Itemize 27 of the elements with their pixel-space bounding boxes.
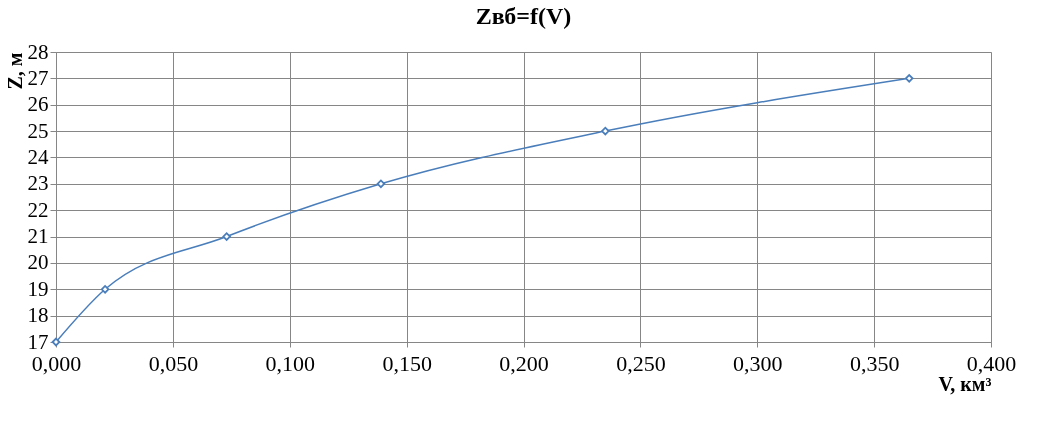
y-tick-label: 27: [27, 65, 49, 90]
point: [904, 74, 914, 83]
y-tick-label: 19: [27, 276, 49, 301]
x-tick-label: 0,200: [499, 350, 549, 376]
y-tick-label: 21: [27, 224, 49, 249]
y-tick-label: 25: [27, 118, 49, 143]
x-tick-label: 0,250: [616, 350, 666, 376]
x-tick-label: 0,350: [849, 350, 900, 376]
x-tick-label: 0,400: [966, 350, 1017, 376]
y-tick-label: 23: [27, 171, 49, 196]
y-tick-label: 22: [27, 197, 49, 222]
x-tick-label: 0,150: [382, 350, 432, 376]
chart-title: Zвб=f(V): [475, 3, 572, 29]
point: [601, 126, 610, 136]
y-axis-title: Z, м: [3, 52, 26, 90]
y-tick-label: 28: [27, 39, 49, 64]
y-tick-label: 18: [27, 303, 49, 328]
point: [51, 337, 61, 347]
y-tick-label: 26: [27, 92, 49, 117]
y-tick-label: 24: [27, 144, 49, 169]
x-tick-label: 0,300: [733, 350, 783, 376]
y-tick-label: 20: [27, 250, 49, 275]
x-tick-label: 0,050: [148, 350, 199, 376]
point: [100, 285, 110, 294]
x-tick-label: 0,100: [265, 350, 315, 376]
point: [376, 179, 386, 189]
point: [222, 232, 231, 241]
